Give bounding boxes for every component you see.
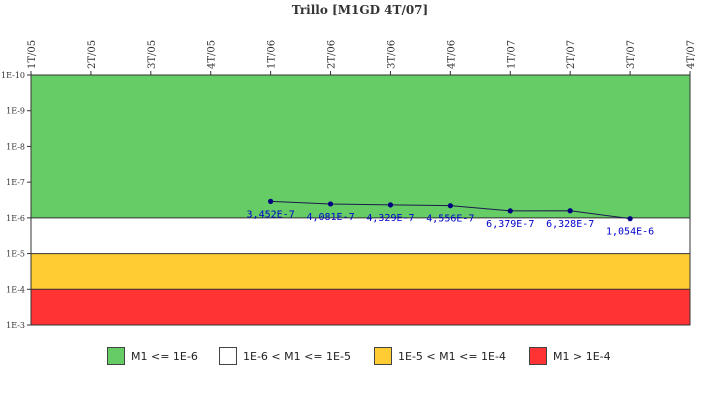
x-tick-label: 3T/07 [626, 40, 637, 69]
y-tick-label: 1E-4 [6, 285, 25, 294]
data-label: 6,328E-7 [546, 219, 594, 230]
y-tick-label: 1E-5 [6, 250, 25, 259]
legend: M1 <= 1E-6 1E-6 < M1 <= 1E-5 1E-5 < M1 <= … [0, 345, 720, 367]
x-tick-label: 4T/06 [446, 40, 457, 69]
legend-label: M1 > 1E-4 [553, 349, 611, 363]
legend-item: 1E-6 < M1 <= 1E-5 [219, 345, 351, 367]
legend-swatch [529, 347, 547, 365]
data-point [567, 208, 573, 214]
legend-label: 1E-5 < M1 <= 1E-4 [398, 349, 506, 363]
data-label: 1,054E-6 [606, 227, 654, 238]
band-1 [31, 217, 690, 254]
y-tick-label: 1E-3 [6, 321, 25, 330]
y-tick-label: 1E-7 [6, 178, 25, 187]
y-tick-label: 1E-8 [6, 142, 25, 151]
data-point [507, 208, 513, 214]
x-tick-label: 1T/07 [506, 40, 517, 69]
x-tick-label: 4T/07 [686, 40, 697, 69]
legend-item: 1E-5 < M1 <= 1E-4 [374, 345, 506, 367]
x-tick-label: 1T/05 [27, 40, 38, 69]
band-2 [31, 253, 690, 290]
y-tick-label: 1E-6 [6, 214, 25, 223]
x-tick-label: 4T/05 [207, 40, 218, 69]
data-point [327, 201, 334, 207]
legend-swatch [219, 347, 237, 365]
plot-frame [30, 74, 691, 326]
x-tick-label: 2T/07 [566, 40, 577, 69]
x-tick-label: 3T/06 [386, 40, 397, 69]
data-label: 4,556E-7 [426, 214, 474, 225]
data-label: 6,379E-7 [486, 219, 534, 230]
data-label: 3,452E-7 [247, 209, 295, 220]
data-label: 4,329E-7 [366, 213, 414, 224]
data-point [268, 198, 274, 204]
band-3 [31, 289, 690, 325]
x-tick-label: 2T/06 [327, 40, 338, 69]
legend-swatch [374, 347, 392, 365]
legend-label: M1 <= 1E-6 [131, 349, 198, 363]
x-tick-label: 3T/05 [147, 40, 158, 69]
data-point [387, 202, 394, 208]
legend-label: 1E-6 < M1 <= 1E-5 [243, 349, 351, 363]
y-tick-label: 1E-10 [1, 71, 25, 80]
y-tick-label: 1E-9 [6, 107, 25, 116]
data-point [447, 203, 453, 209]
legend-item: M1 <= 1E-6 [107, 345, 198, 367]
legend-item: M1 > 1E-4 [529, 345, 611, 367]
band-0 [31, 75, 690, 218]
data-point [627, 216, 633, 222]
chart-svg: 1T/05 2T/05 3T/05 4T/05 1T/06 2T/06 3T/06 4T/06… [1, 40, 697, 330]
x-tick-label: 1T/06 [267, 40, 278, 69]
data-label: 4,081E-7 [306, 212, 354, 223]
x-tick-label: 2T/05 [87, 40, 98, 69]
chart-title: Trillo [M1GD 4T/07] [291, 3, 429, 17]
legend-swatch [107, 347, 125, 365]
